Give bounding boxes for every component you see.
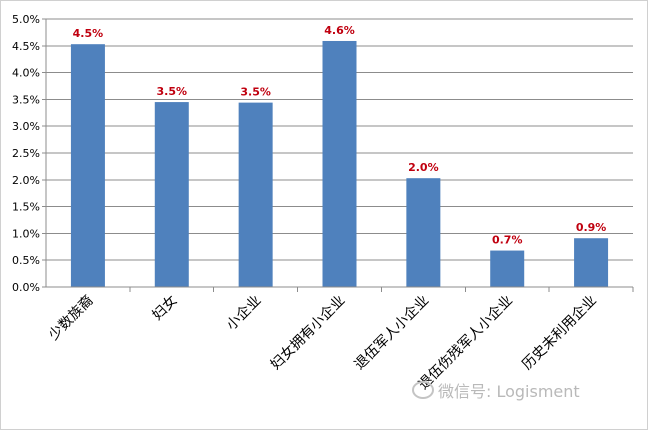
bar <box>574 238 609 287</box>
data-label: 3.5% <box>157 85 188 98</box>
x-tick-label: 妇女拥有小企业 <box>267 292 348 373</box>
y-tick-label: 3.5% <box>12 93 40 106</box>
data-labels: 4.5% 3.5% 3.5% 4.6% 2.0% 0.7% 0.9% <box>73 24 607 247</box>
x-tick-label: 退伍军人小企业 <box>351 292 432 373</box>
y-tick-label: 1.0% <box>12 227 40 240</box>
bar <box>154 102 189 287</box>
x-tick-label: 少数族裔 <box>45 292 97 344</box>
y-tick-label: 0.0% <box>12 281 40 294</box>
bar <box>406 178 441 287</box>
y-axis: 0.0% 0.5% 1.0% 1.5% 2.0% 2.5% 3.0% 3.5% 4.0% 4.5%… <box>12 13 47 294</box>
watermark: 微信号: Logisment <box>412 378 580 402</box>
y-tick-label: 3.0% <box>12 120 40 133</box>
wechat-icon <box>412 381 434 399</box>
x-tick-label: 妇女 <box>149 292 181 324</box>
data-label: 3.5% <box>240 86 271 99</box>
bar <box>238 102 273 287</box>
y-tick-label: 5.0% <box>12 13 40 26</box>
data-label: 0.9% <box>576 221 607 234</box>
y-tick-label: 4.5% <box>12 40 40 53</box>
bars <box>70 40 609 288</box>
data-label: 2.0% <box>408 161 439 174</box>
bar <box>322 40 357 288</box>
bar <box>70 44 105 287</box>
y-tick-label: 0.5% <box>12 254 40 267</box>
x-tick-label: 小企业 <box>223 292 265 334</box>
data-label: 4.5% <box>73 27 104 40</box>
watermark-text: 微信号: Logisment <box>438 382 580 401</box>
y-tick-label: 1.5% <box>12 201 40 214</box>
x-tick-label: 历史未利用企业 <box>519 292 600 373</box>
data-label: 4.6% <box>324 24 355 37</box>
y-tick-label: 2.0% <box>12 174 40 187</box>
bar <box>490 250 525 287</box>
y-tick-label: 2.5% <box>12 147 40 160</box>
data-label: 0.7% <box>492 234 523 247</box>
y-tick-label: 4.0% <box>12 67 40 80</box>
